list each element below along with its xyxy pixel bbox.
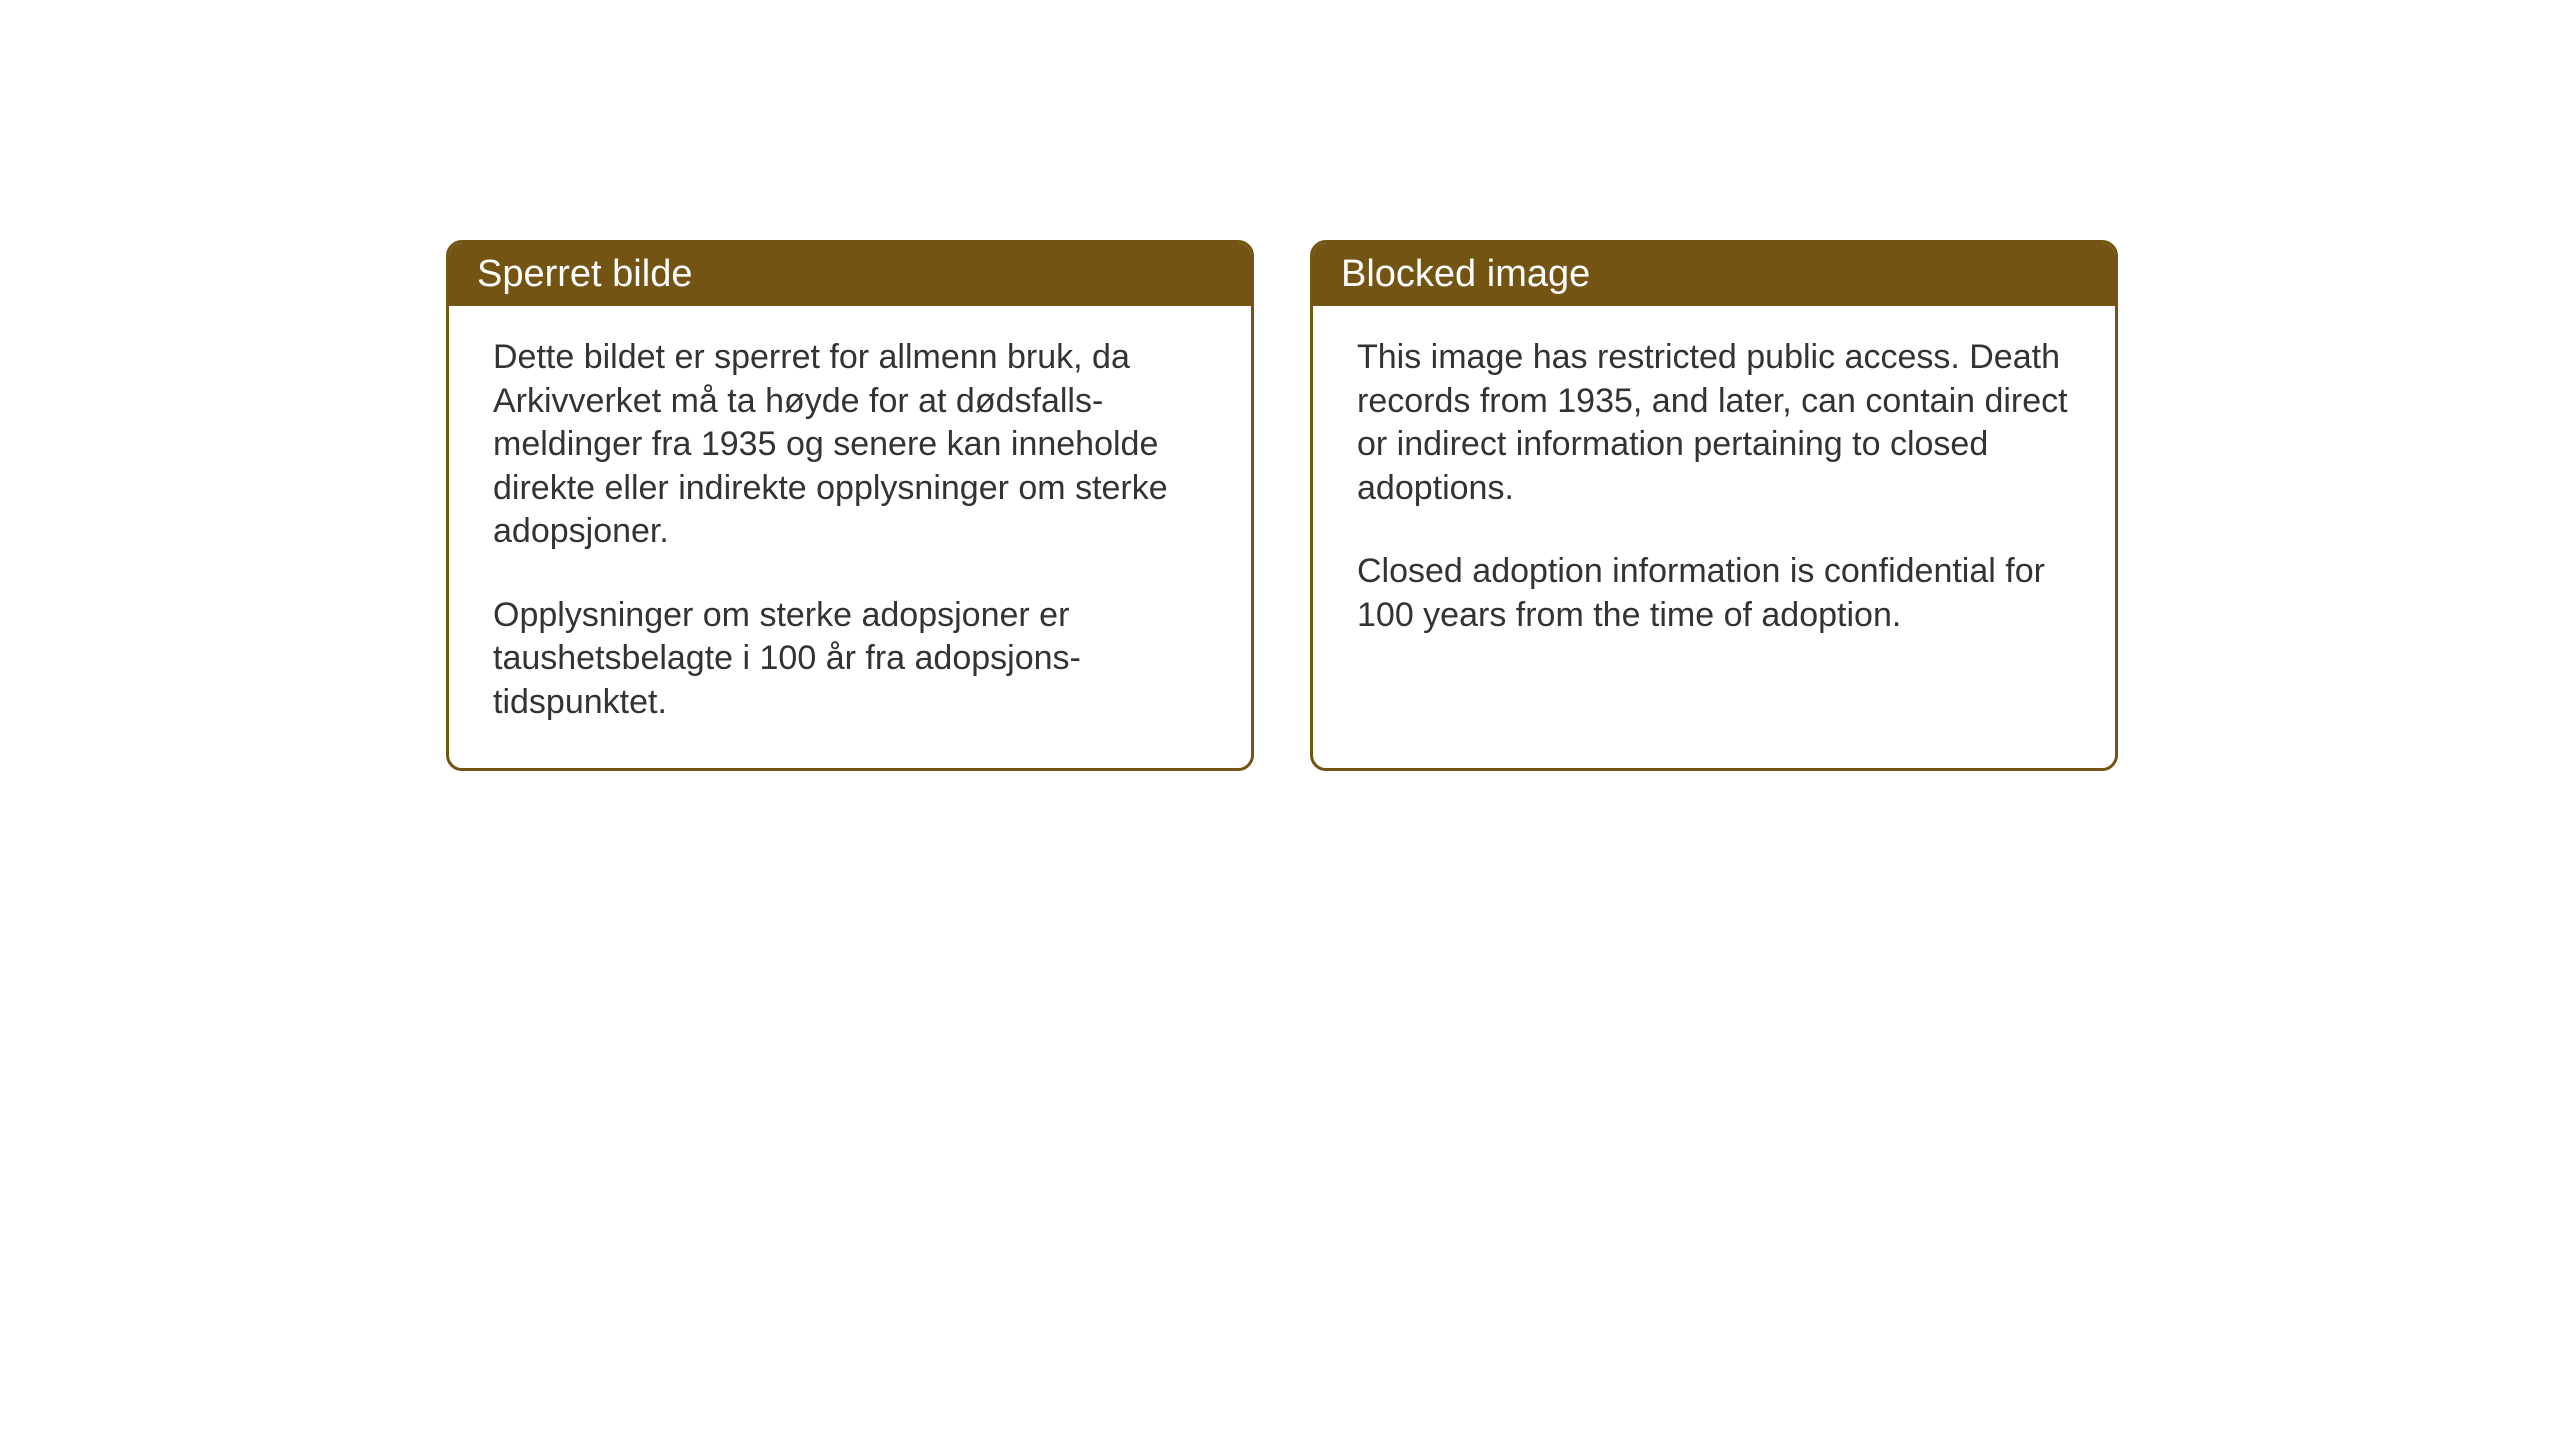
norwegian-paragraph-1: Dette bildet er sperret for allmenn bruk…	[493, 336, 1207, 554]
english-notice-body: This image has restricted public access.…	[1313, 306, 2115, 681]
norwegian-paragraph-2: Opplysninger om sterke adopsjoner er tau…	[493, 594, 1207, 725]
english-paragraph-2: Closed adoption information is confident…	[1357, 550, 2071, 637]
norwegian-notice-card: Sperret bilde Dette bildet er sperret fo…	[446, 240, 1254, 771]
english-paragraph-1: This image has restricted public access.…	[1357, 336, 2071, 510]
english-notice-header: Blocked image	[1313, 243, 2115, 306]
norwegian-notice-header: Sperret bilde	[449, 243, 1251, 306]
english-notice-card: Blocked image This image has restricted …	[1310, 240, 2118, 771]
notice-container: Sperret bilde Dette bildet er sperret fo…	[446, 240, 2118, 771]
norwegian-notice-body: Dette bildet er sperret for allmenn bruk…	[449, 306, 1251, 768]
